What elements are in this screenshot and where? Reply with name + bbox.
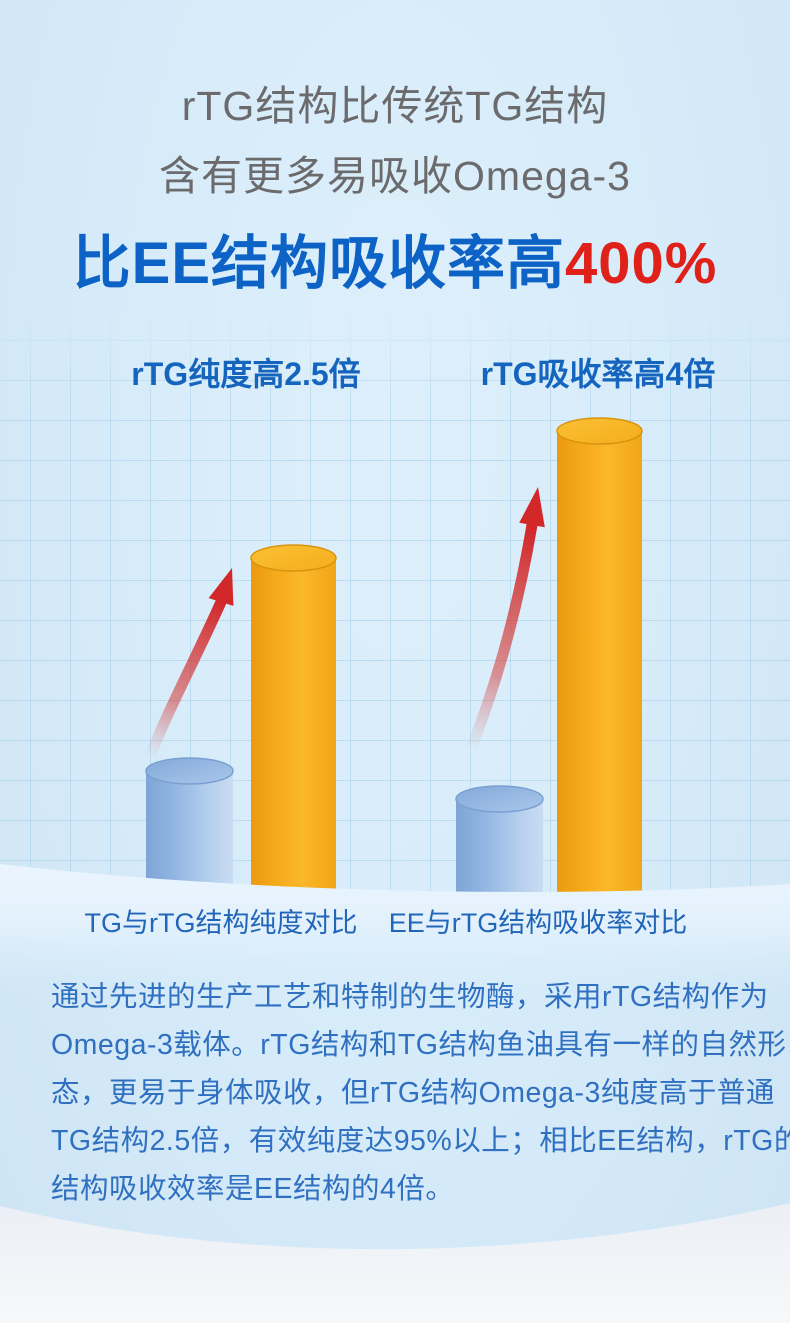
absorption-chart-label: rTG吸收率高4倍 xyxy=(480,356,716,392)
purity-chart xyxy=(144,544,337,905)
growth-arrow-shaft xyxy=(466,519,538,753)
rtg-absorption-bar-cylinder xyxy=(557,431,642,903)
headline-blue-text: 比EE结构吸收率高 xyxy=(72,231,566,296)
growth-arrow-icon xyxy=(519,487,545,528)
growth-arrow-shaft xyxy=(144,596,227,763)
bottom-curve-decoration xyxy=(0,1203,790,1323)
body-line: 通过先进的生产工艺和特制的生物酶，采用rTG结构作为 xyxy=(51,981,769,1013)
growth-arrow-icon xyxy=(208,568,234,606)
body-line: Omega-3载体。rTG结构和TG结构鱼油具有一样的自然形 xyxy=(51,1029,787,1061)
rtg-purity-bar-top xyxy=(250,544,337,572)
rtg-purity-bar-cylinder xyxy=(251,558,336,905)
chart-base-band xyxy=(0,864,790,995)
absorption-chart-caption: EE与rTG结构吸收率对比 xyxy=(388,908,688,938)
ee-bar-top xyxy=(455,785,544,813)
chart-grid xyxy=(0,316,790,892)
ee-bar-cylinder xyxy=(456,799,543,906)
body-line: 态，更易于身体吸收，但rTG结构Omega-3纯度高于普通 xyxy=(51,1077,775,1109)
body-paragraph: 通过先进的生产工艺和特制的生物酶，采用rTG结构作为 Omega-3载体。rTG… xyxy=(51,973,790,1213)
absorption-chart xyxy=(455,417,643,906)
headline-red-percent: 400% xyxy=(565,231,718,296)
rtg-absorption-bar-top xyxy=(556,417,643,445)
purity-chart-caption: TG与rTG结构纯度对比 xyxy=(84,908,358,938)
tg-bar-top xyxy=(145,757,234,785)
headline-ratio: 比EE结构吸收率高400% xyxy=(73,216,718,300)
body-line: 结构吸收效率是EE结构的4倍。 xyxy=(51,1173,455,1205)
main-title-line2: 含有更多易吸收Omega-3 xyxy=(159,153,631,199)
main-title-line1: rTG结构比传统TG结构 xyxy=(181,83,609,129)
body-line: TG结构2.5倍，有效纯度达95%以上；相比EE结构，rTG的 xyxy=(51,1125,790,1157)
purity-chart-label: rTG纯度高2.5倍 xyxy=(131,356,361,392)
